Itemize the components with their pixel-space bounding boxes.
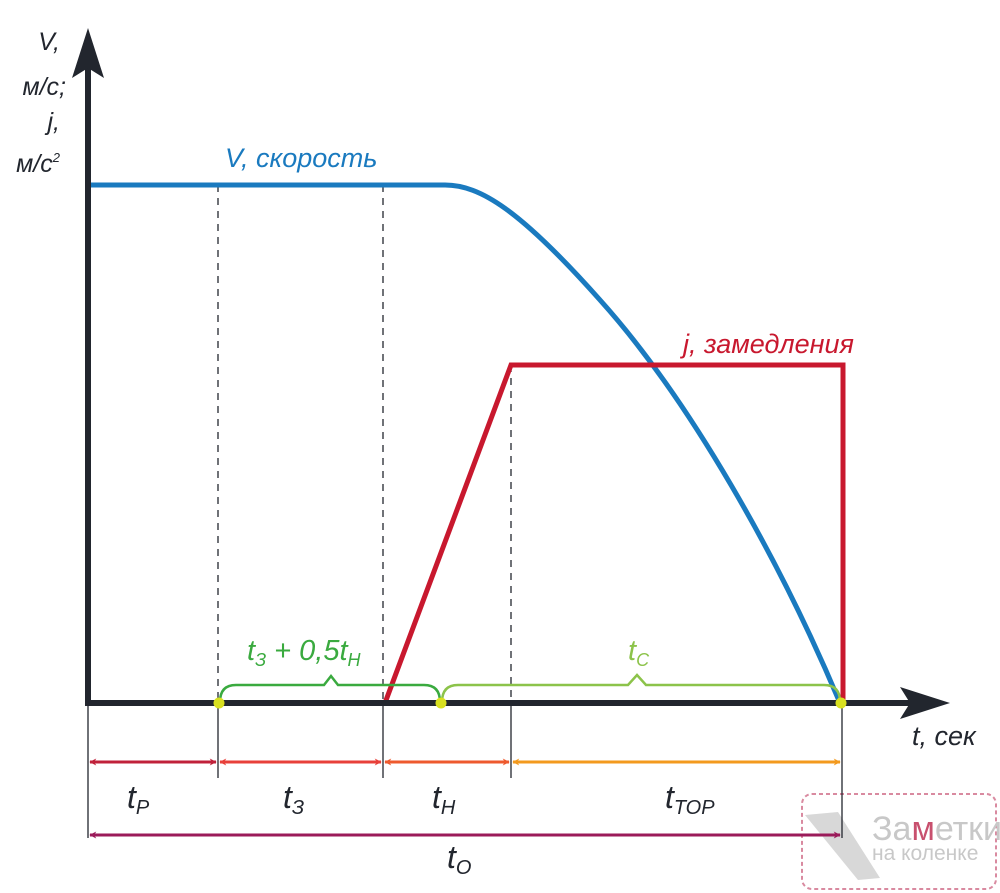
velocity-curve <box>88 182 843 704</box>
deceleration-curve <box>382 362 846 704</box>
svg-text:Заметки: Заметки <box>872 810 1000 848</box>
svg-text:на коленке: на коленке <box>872 842 978 865</box>
brace-right-label: tС <box>628 635 650 670</box>
svg-text:V,: V, <box>38 28 60 56</box>
x-axis-label: t, сек <box>912 721 977 751</box>
marker-dots <box>213 697 847 709</box>
velocity-label: V, скорость <box>225 143 378 173</box>
interval-label-n: tН <box>432 779 456 819</box>
y-axis-arrow-icon <box>72 28 104 78</box>
watermark: Заметки на коленке <box>801 793 1000 890</box>
brace-left <box>218 673 442 703</box>
interval-label-z: tЗ <box>283 779 304 819</box>
y-axis-label: V, м/с; j, м/с2 <box>16 28 66 178</box>
svg-text:j,: j, <box>45 108 61 136</box>
total-label: tО <box>447 839 471 879</box>
interval-label-tor: tТОР <box>665 779 715 819</box>
interval-arrows <box>89 758 841 839</box>
interval-label-p: tР <box>127 779 150 819</box>
svg-text:м/с2: м/с2 <box>16 150 61 178</box>
brace-right <box>440 673 842 703</box>
deceleration-label: j, замедления <box>679 329 854 359</box>
x-axis-arrow-icon <box>900 687 950 719</box>
svg-text:м/с;: м/с; <box>22 73 66 101</box>
guide-lines <box>87 185 843 838</box>
brace-left-label: tЗ + 0,5tН <box>247 635 362 670</box>
